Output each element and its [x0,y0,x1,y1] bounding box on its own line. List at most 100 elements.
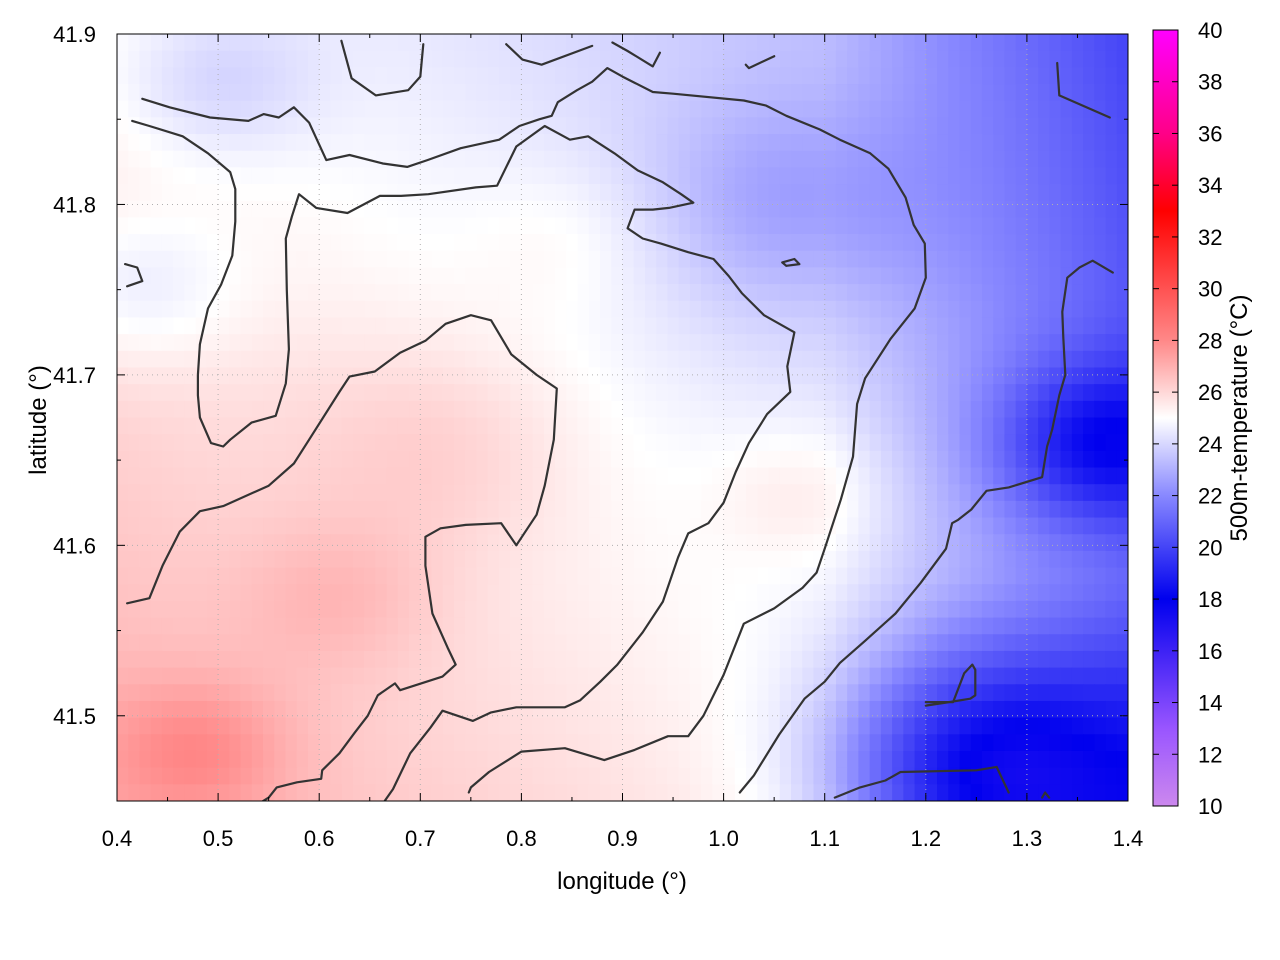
heat-cell [150,500,163,519]
heat-cell [229,167,242,185]
heat-cell [465,484,478,502]
heat-cell [678,234,691,252]
heat-cell [431,67,444,85]
heat-cell [263,650,275,669]
heat-cell [970,67,983,85]
heat-cell [375,500,388,519]
heat-cell [1094,567,1107,585]
heat-cell [869,500,882,519]
heat-cell [1026,67,1039,85]
heat-cell [285,534,298,552]
heat-cell [543,684,556,702]
heat-cell [824,750,837,769]
heat-cell [824,784,837,801]
heat-cell [555,634,567,652]
heat-cell [117,484,129,502]
heat-cell [150,84,163,102]
heat-cell [746,334,758,352]
heat-cell [644,250,657,269]
heat-cell [600,217,612,235]
heat-cell [240,484,253,502]
heat-cell [263,50,275,68]
heat-cell [937,117,949,135]
heat-cell [117,167,129,185]
heat-cell [746,600,758,619]
heat-cell [543,117,556,135]
heat-cell [1116,717,1128,735]
heat-cell [139,300,152,319]
heat-cell [914,717,927,735]
heat-cell [1083,484,1095,502]
heat-cell [858,484,871,502]
heat-cell [981,517,994,535]
heat-cell [577,617,590,635]
heat-cell [993,584,1006,602]
heat-cell [420,700,433,719]
heat-cell [139,700,152,719]
heat-cell [139,167,152,185]
heat-cell [701,734,713,752]
heat-cell [319,367,332,385]
heat-cell [454,717,466,735]
heat-cell [1071,534,1084,552]
heat-cell [510,484,522,502]
heat-cell [161,167,174,185]
heat-cell [409,50,421,68]
heat-cell [375,34,388,52]
heat-cell [1026,417,1039,435]
heat-cell [274,317,287,335]
heat-cell [712,550,725,569]
heat-cell [352,650,365,669]
heat-cell [768,50,781,68]
heat-cell [1049,234,1062,252]
heat-cell [1094,617,1107,635]
heat-cell [307,250,320,269]
heat-cell [970,700,983,719]
heat-cell [734,667,747,685]
heat-cell [1026,550,1039,569]
heat-cell [1038,100,1050,118]
heat-cell [184,767,197,785]
heat-cell [757,567,770,585]
heat-cell [307,634,320,652]
heat-cell [667,750,680,769]
heat-cell [892,500,904,519]
heat-cell [442,200,455,219]
heat-cell [802,434,815,452]
heat-cell [892,667,904,685]
heat-cell [218,650,230,669]
heat-cell [532,350,545,369]
heat-cell [723,600,736,619]
heat-cell [813,767,826,785]
heat-cell [487,34,500,52]
heat-cell [1015,167,1028,185]
heat-cell [689,784,702,801]
heat-cell [1015,250,1028,269]
heat-cell [1038,750,1050,769]
heat-cell [746,717,758,735]
heat-cell [858,150,871,168]
heat-cell [510,84,522,102]
heat-cell [577,334,590,352]
heat-cell [139,717,152,735]
heat-cell [487,684,500,702]
heat-cell [465,717,478,735]
heat-cell [555,34,567,52]
heat-cell [1071,400,1084,419]
heat-cell [937,400,949,419]
heat-cell [981,650,994,669]
heat-cell [948,150,961,168]
heat-cell [431,167,444,185]
heat-cell [1071,200,1084,219]
heat-cell [667,567,680,585]
heat-cell [970,134,983,152]
heat-cell [611,384,624,402]
heat-cell [588,217,601,235]
heat-cell [442,50,455,68]
heat-cell [588,250,601,269]
heat-cell [566,567,579,585]
heat-cell [1004,434,1017,452]
heat-cell [319,350,332,369]
heat-cell [757,684,770,702]
heat-cell [409,217,421,235]
